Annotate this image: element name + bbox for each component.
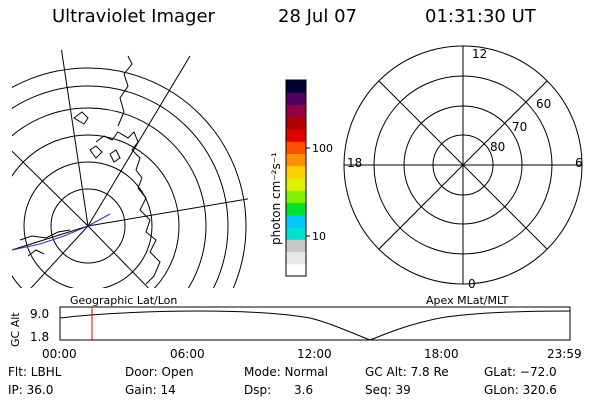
mlt-label-0: 0	[468, 277, 476, 291]
colorbar-segment	[286, 190, 306, 203]
colorbar-segment	[286, 165, 306, 179]
altitude-plot-frame	[59, 306, 571, 341]
altitude-tick-bottom: 1.8	[30, 330, 50, 344]
date-label: 28 Jul 07	[278, 6, 357, 27]
colorbar-segment	[286, 104, 306, 118]
filter-readout: Flt: LBHL	[8, 365, 62, 379]
mlt-label-12: 12	[472, 47, 488, 61]
gain-readout: Gain: 14	[125, 383, 176, 397]
ip-readout: IP: 36.0	[8, 383, 54, 397]
longitude-lines	[12, 50, 248, 288]
glon-readout: GLon: 320.6	[484, 383, 557, 397]
seq-readout: Seq: 39	[365, 383, 411, 397]
colorbar-segment	[286, 251, 306, 265]
mlat-label-70: 70	[512, 120, 528, 134]
mlt-label-6: 6	[575, 156, 583, 170]
mlt-diagonal-2	[378, 80, 548, 250]
mlat-label-80: 80	[490, 140, 506, 154]
coastlines	[19, 55, 161, 285]
colorbar-segment	[286, 153, 306, 167]
mlat-label-60: 60	[536, 97, 552, 111]
geo-panel-label: Geographic Lat/Lon	[70, 294, 178, 307]
colorbar-segment	[286, 116, 306, 130]
colorbar-tick-100: 100	[312, 142, 333, 155]
time-tick: 12:00	[297, 347, 332, 361]
colorbar-segment	[286, 141, 306, 154]
colorbar-segment	[286, 263, 306, 277]
time-tick: 18:00	[424, 347, 459, 361]
colorbar-segment	[286, 214, 306, 228]
altitude-curve	[59, 310, 571, 341]
colorbar-segment	[286, 129, 306, 142]
dsp-readout: Dsp: 3.6	[244, 383, 314, 397]
glat-readout: GLat: −72.0	[484, 365, 557, 379]
mode-readout: Mode: Normal	[244, 365, 328, 379]
time-tick: 00:00	[42, 347, 77, 361]
altitude-axis-label: GC Alt	[9, 312, 22, 347]
colorbar-segment	[286, 92, 306, 105]
door-readout: Door: Open	[125, 365, 194, 379]
colorbar-tick-10: 10	[312, 230, 326, 243]
colorbar-segment	[286, 178, 306, 191]
orbit-track	[12, 213, 111, 251]
colorbar-segment	[286, 202, 306, 216]
apex-panel-label: Apex MLat/MLT	[426, 294, 509, 307]
time-tick: 06:00	[170, 347, 205, 361]
instrument-title: Ultraviolet Imager	[52, 6, 215, 27]
mlt-label-18: 18	[347, 156, 363, 170]
time-label: 01:31:30 UT	[425, 6, 536, 27]
time-tick: 23:59	[547, 347, 582, 361]
latitude-circles	[12, 67, 247, 288]
gc-alt-readout: GC Alt: 7.8 Re	[365, 365, 449, 379]
colorbar-segment	[286, 239, 306, 252]
colorbar-segment	[286, 80, 306, 93]
altitude-tick-top: 9.0	[30, 307, 50, 321]
colorbar-segment	[286, 227, 306, 240]
